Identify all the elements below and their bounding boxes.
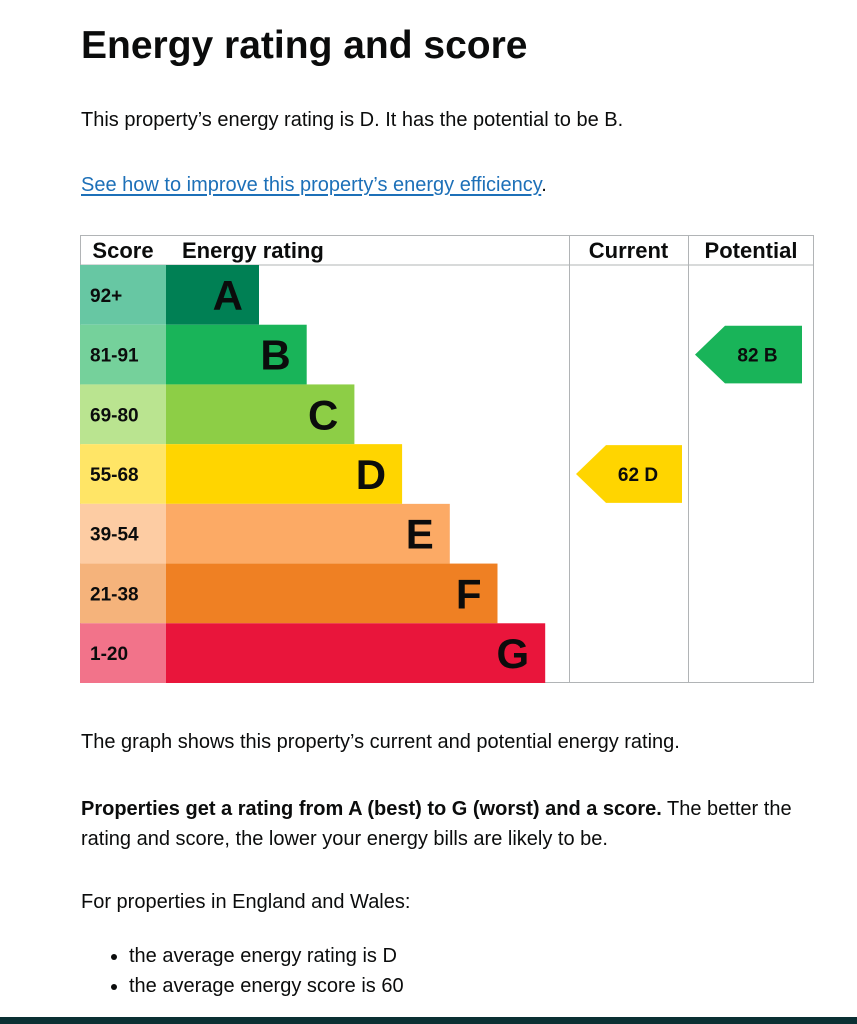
improve-efficiency-link[interactable]: See how to improve this property’s energ… — [81, 174, 542, 196]
averages-list: the average energy rating is D the avera… — [81, 941, 404, 1001]
rating-band-bar — [166, 324, 307, 385]
rating-band-letter: C — [308, 391, 338, 438]
graph-note: The graph shows this property’s current … — [81, 731, 680, 753]
current-rating-arrow — [576, 445, 682, 503]
rating-band-bar — [166, 563, 498, 624]
score-column-header: Score — [92, 238, 153, 263]
score-range-label: 55-68 — [90, 465, 139, 486]
rating-band-bar — [166, 503, 450, 564]
energy-rating-chart: Score Energy rating Current Potential 92+ A 81… — [80, 235, 814, 683]
rating-band-letter: F — [456, 570, 482, 617]
score-range-cell — [80, 563, 166, 624]
current-rating-label: 62 D — [618, 465, 658, 486]
score-range-label: 81-91 — [90, 346, 139, 367]
rating-band-letter: B — [260, 332, 290, 379]
score-range-label: 21-38 — [90, 584, 139, 605]
rating-band-letter: G — [497, 630, 530, 677]
score-range-cell — [80, 384, 166, 445]
improve-link-suffix: . — [541, 174, 547, 196]
potential-rating-arrow — [695, 325, 802, 384]
score-range-cell — [80, 503, 166, 564]
rating-band-letter: E — [406, 511, 434, 558]
score-range-cell — [80, 444, 166, 504]
score-range-label: 69-80 — [90, 405, 139, 426]
score-range-cell — [80, 324, 166, 385]
score-range-cell — [80, 265, 166, 325]
page-title: Energy rating and score — [81, 24, 528, 67]
score-range-label: 39-54 — [90, 525, 139, 546]
rating-band-bar — [166, 623, 546, 683]
energy-rating-graph: Score Energy rating Current Potential 92+ A 81… — [80, 235, 814, 683]
ratings-note: Properties get a rating from A (best) to… — [81, 794, 821, 854]
potential-rating-label: 82 B — [737, 346, 777, 367]
rating-band-bar — [166, 265, 259, 325]
ratings-note-rest: The better the rating and score, the low… — [81, 798, 792, 850]
rating-band-letter: A — [213, 272, 243, 319]
current-column-header: Current — [589, 238, 669, 263]
rating-band-bar — [166, 444, 403, 504]
score-range-cell — [80, 623, 166, 683]
potential-column-header: Potential — [705, 238, 798, 263]
rating-band-letter: D — [356, 451, 386, 498]
improve-line: See how to improve this property’s energ… — [81, 172, 547, 198]
score-range-label: 1-20 — [90, 644, 128, 665]
energy-rating-column-header: Energy rating — [182, 238, 324, 263]
rating-summary: This property’s energy rating is D. It h… — [81, 109, 624, 131]
average-score-item: the average energy score is 60 — [129, 971, 404, 1001]
footer-bar — [0, 1017, 857, 1024]
average-rating-item: the average energy rating is D — [129, 941, 404, 971]
ratings-note-bold: Properties get a rating from A (best) to… — [81, 798, 662, 820]
score-range-label: 92+ — [90, 286, 122, 307]
region-intro: For properties in England and Wales: — [81, 891, 411, 913]
rating-band-bar — [166, 384, 355, 445]
